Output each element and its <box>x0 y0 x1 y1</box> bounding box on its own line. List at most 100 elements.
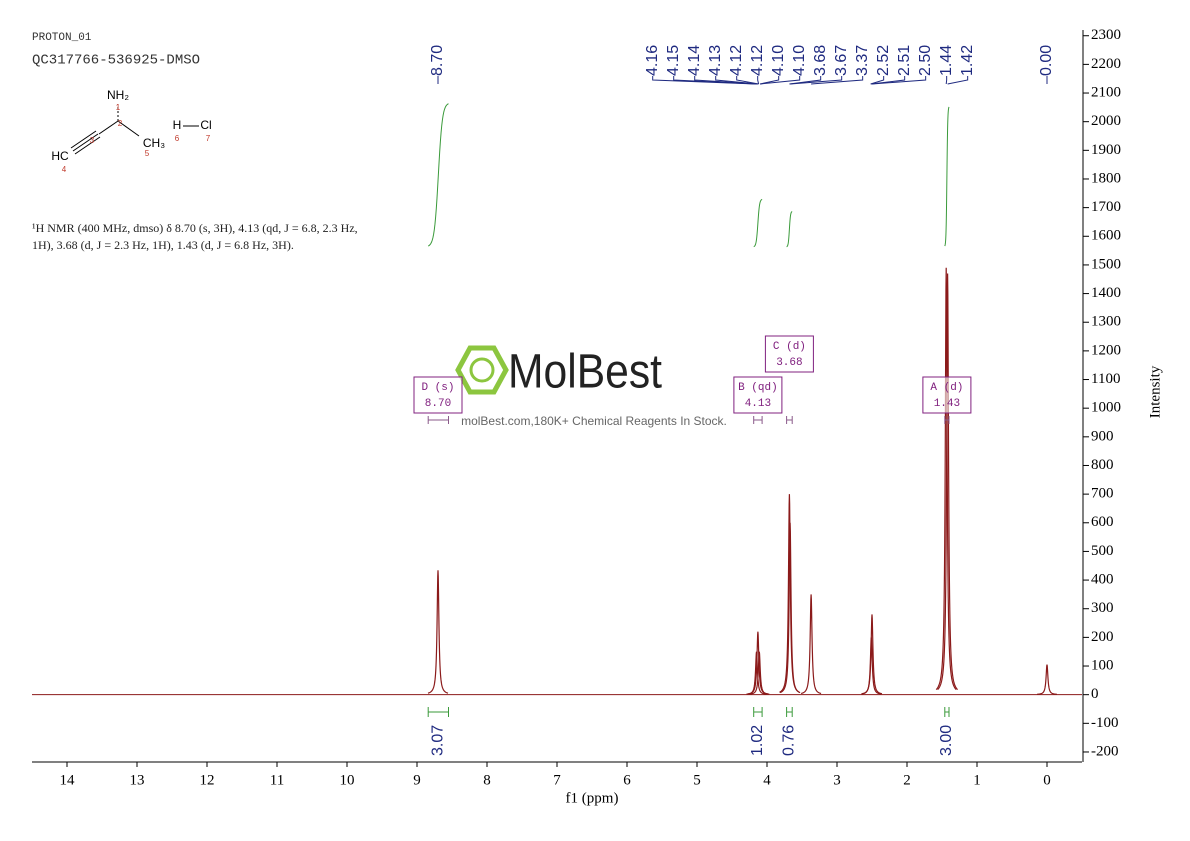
bond <box>70 130 97 149</box>
spectrum-peak <box>427 570 449 694</box>
peak-leader <box>870 76 885 85</box>
integral-curve <box>427 103 449 247</box>
experiment-name: PROTON_01 <box>32 32 92 44</box>
atom-index: 6 <box>175 134 180 143</box>
peak-label: 4.14 <box>686 45 703 76</box>
peak-label: 2.52 <box>875 45 892 76</box>
y-tick-label: 2200 <box>1091 56 1121 72</box>
multiplet-label: C (d) <box>773 341 806 353</box>
spectrum-peak <box>937 273 959 691</box>
peak-label: 4.10 <box>791 45 808 76</box>
multiplet-range <box>753 416 763 424</box>
x-tick-label: 11 <box>270 772 284 788</box>
multiplet-shift: 4.13 <box>745 398 771 410</box>
peak-label: 3.37 <box>854 45 871 76</box>
integral-curve <box>944 106 950 247</box>
bond <box>98 120 119 135</box>
watermark-tagline: molBest.com,180K+ Chemical Reagents In S… <box>461 414 727 428</box>
integral-label: 1.02 <box>749 725 766 756</box>
peak-label: 4.12 <box>749 45 766 76</box>
spectrum-peak <box>800 594 822 695</box>
x-tick-label: 13 <box>130 772 145 788</box>
atom-index: 3 <box>90 136 95 145</box>
peak-label: 3.67 <box>833 45 850 76</box>
integral-bracket <box>944 707 950 717</box>
peak-leader <box>736 76 759 85</box>
atom-index: 7 <box>206 134 211 143</box>
integral-label: 3.00 <box>938 725 955 756</box>
x-tick-label: 5 <box>693 772 701 788</box>
x-axis-label: f1 (ppm) <box>566 790 619 806</box>
spectrum-peak <box>749 651 770 695</box>
logo-ring <box>469 357 495 383</box>
logo-hexagon <box>455 345 509 395</box>
peak-label: 2.51 <box>896 45 913 76</box>
y-tick-label: 1200 <box>1091 342 1121 358</box>
spectrum-peak <box>935 267 957 690</box>
integral-label: 0.76 <box>781 725 798 756</box>
x-tick-label: 10 <box>340 772 355 788</box>
x-tick-label: 2 <box>903 772 911 788</box>
peak-label: 4.16 <box>644 45 661 76</box>
y-tick-label: 500 <box>1091 543 1114 559</box>
peak-leader <box>947 76 969 85</box>
y-tick-label: 1700 <box>1091 199 1121 215</box>
multiplet-box <box>733 376 783 414</box>
y-tick-label: 0 <box>1091 686 1099 702</box>
x-tick-label: 7 <box>553 772 561 788</box>
peak-label: 4.13 <box>707 45 724 76</box>
x-tick-label: 6 <box>623 772 631 788</box>
x-tick-label: 12 <box>200 772 215 788</box>
y-tick-label: 1500 <box>1091 256 1121 272</box>
peak-leader <box>759 76 801 85</box>
atom-index: 2 <box>118 119 123 128</box>
watermark-brand: MolBest <box>508 346 662 399</box>
peak-label: 1.44 <box>938 45 955 76</box>
y-tick-label: 900 <box>1091 428 1114 444</box>
peak-leader <box>789 76 822 85</box>
atom-label: H <box>173 118 182 132</box>
spectrum-peak <box>779 522 801 694</box>
peak-leader <box>694 76 758 85</box>
atom-label: HC <box>51 149 69 163</box>
multiplet-shift: 1.43 <box>934 398 960 410</box>
y-axis-label: Intensity <box>1147 365 1163 418</box>
multiplet-box <box>764 335 814 373</box>
peak-label: 4.12 <box>728 45 745 76</box>
bond <box>72 133 99 152</box>
multiplet-shift: 8.70 <box>425 398 451 410</box>
sample-name: QC317766-536925-DMSO <box>32 53 200 69</box>
y-tick-label: 1000 <box>1091 400 1121 416</box>
peak-label: 2.50 <box>917 45 934 76</box>
y-tick-label: 600 <box>1091 514 1114 530</box>
description-line: 1H), 3.68 (d, J = 2.3 Hz, 1H), 1.43 (d, … <box>32 238 294 252</box>
y-tick-label: -100 <box>1091 715 1119 731</box>
peak-leader <box>790 76 843 85</box>
atom-index: 4 <box>62 165 67 174</box>
bond <box>117 120 140 137</box>
multiplet-range <box>427 416 449 424</box>
peak-leader <box>759 76 780 85</box>
atom-label: Cl <box>200 118 211 132</box>
y-tick-label: -200 <box>1091 743 1119 759</box>
multiplet-label: D (s) <box>421 382 454 394</box>
peak-label: 0.00 <box>1038 45 1055 76</box>
y-tick-label: 1800 <box>1091 170 1121 186</box>
y-tick-label: 1300 <box>1091 314 1121 330</box>
y-tick-label: 400 <box>1091 572 1114 588</box>
peak-label: 4.10 <box>770 45 787 76</box>
x-tick-label: 0 <box>1043 772 1051 788</box>
y-tick-label: 1100 <box>1091 371 1120 387</box>
atom-label: CH₃ <box>143 136 165 150</box>
x-tick-label: 1 <box>973 772 981 788</box>
integral-bracket <box>786 707 793 717</box>
y-tick-label: 2000 <box>1091 113 1121 129</box>
peak-label: 3.68 <box>812 45 829 76</box>
y-tick-label: 2100 <box>1091 84 1121 100</box>
y-tick-label: 700 <box>1091 486 1114 502</box>
x-tick-label: 8 <box>483 772 491 788</box>
spectrum-peak <box>1036 664 1058 695</box>
peak-leader <box>715 76 758 85</box>
integral-bracket <box>753 707 763 717</box>
